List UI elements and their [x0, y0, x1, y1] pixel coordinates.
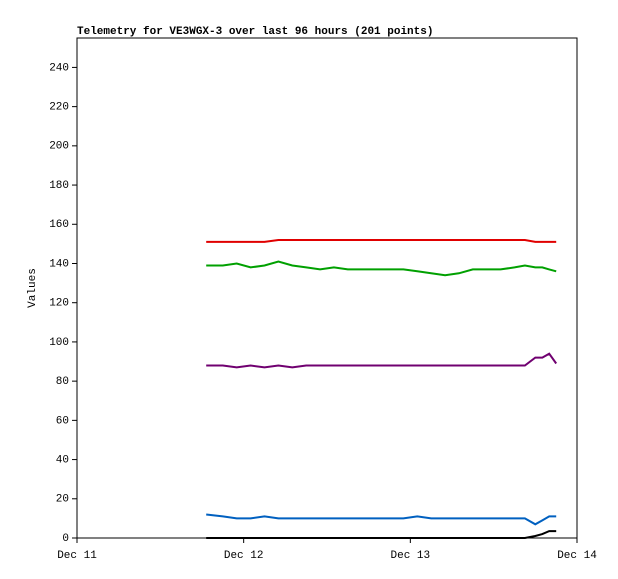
chart-title: Telemetry for VE3WGX-3 over last 96 hour… [77, 26, 433, 38]
series-line [206, 239, 557, 243]
y-tick-label: 200 [49, 141, 69, 153]
series-line [206, 513, 557, 526]
series-line [206, 352, 558, 369]
y-tick-label: 0 [62, 533, 69, 545]
x-tick-label: Dec 11 [57, 550, 97, 562]
y-tick-label: 160 [49, 219, 69, 231]
series-line [206, 530, 557, 539]
y-tick-label: 180 [49, 180, 69, 192]
y-axis-label: Values [27, 268, 39, 308]
y-tick-label: 240 [49, 62, 69, 74]
y-tick-label: 60 [56, 415, 69, 427]
series-line [206, 260, 557, 277]
x-tick-label: Dec 13 [391, 550, 431, 562]
x-tick-label: Dec 12 [224, 550, 264, 562]
y-tick-label: 140 [49, 258, 69, 270]
y-tick-label: 120 [49, 298, 69, 310]
x-tick-label: Dec 14 [557, 550, 597, 562]
y-tick-label: 220 [49, 102, 69, 114]
y-tick-label: 80 [56, 376, 69, 388]
y-tick-label: 100 [49, 337, 69, 349]
y-tick-label: 40 [56, 454, 69, 466]
y-tick-label: 20 [56, 494, 69, 506]
